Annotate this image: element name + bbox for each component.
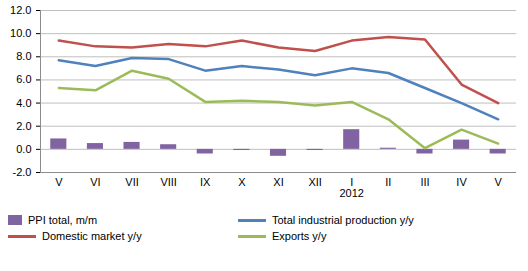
svg-text:VIII: VIII <box>160 176 177 188</box>
html-text:Total industrial production y/: Total industrial production y/y <box>272 214 414 226</box>
svg-text:12.0: 12.0 <box>10 4 31 16</box>
svg-text:IV: IV <box>456 176 467 188</box>
svg-text:XI: XI <box>273 176 283 188</box>
svg-text:VI: VI <box>90 176 100 188</box>
svg-text:10.0: 10.0 <box>10 27 31 39</box>
svg-text:XII: XII <box>308 176 321 188</box>
svg-text:8.0: 8.0 <box>16 50 31 62</box>
svg-text:0.0: 0.0 <box>16 143 31 155</box>
svg-text:IX: IX <box>200 176 211 188</box>
svg-text:III: III <box>420 176 429 188</box>
html-text:PPI total, m/m: PPI total, m/m <box>28 214 98 226</box>
svg-text:VII: VII <box>125 176 138 188</box>
svg-text:6.0: 6.0 <box>16 73 31 85</box>
html-text:Domestic market y/y: Domestic market y/y <box>42 230 142 242</box>
svg-text:X: X <box>238 176 246 188</box>
svg-text:V: V <box>55 176 63 188</box>
svg-text:V: V <box>495 176 503 188</box>
svg-text:4.0: 4.0 <box>16 97 31 109</box>
svg-text:II: II <box>385 176 391 188</box>
svg-text:-2.0: -2.0 <box>13 166 32 178</box>
html-text:Exports y/y: Exports y/y <box>272 230 327 242</box>
svg-text:2.0: 2.0 <box>16 120 31 132</box>
svg-text:I2012: I2012 <box>339 176 363 199</box>
